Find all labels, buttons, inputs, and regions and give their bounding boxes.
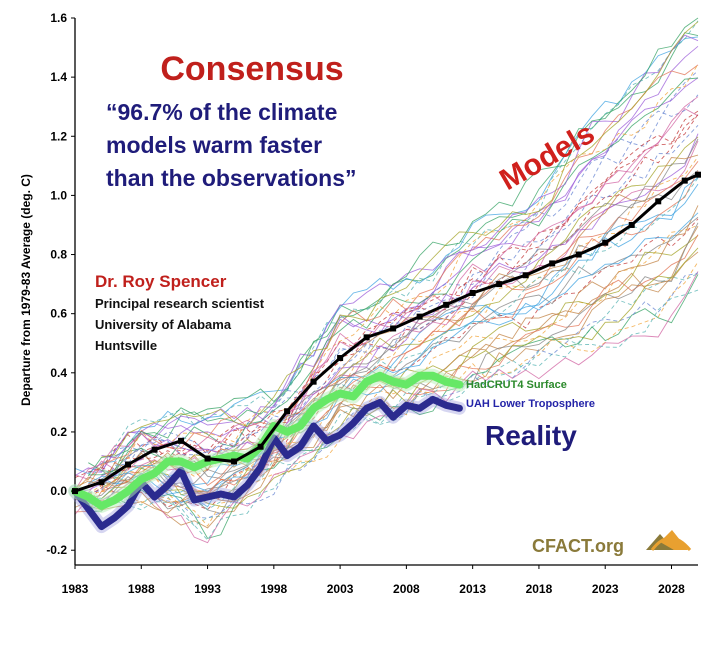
- y-tick-label: -0.2: [46, 543, 67, 557]
- model-run-line: [88, 124, 699, 494]
- model-run-line: [87, 218, 699, 511]
- y-tick-label: 1.4: [50, 70, 67, 84]
- x-tick-label: 2023: [592, 582, 619, 596]
- model-mean-point: [257, 443, 264, 450]
- affiliation-line-2: University of Alabama: [95, 317, 232, 332]
- ticks-group: -0.2 0.0 0.2 0.4 0.6 0.8 1.0 1.2 1.4 1.6 1983 1988 1…: [46, 11, 685, 596]
- model-run-line: [101, 170, 699, 494]
- y-tick-label: 1.2: [50, 129, 67, 143]
- model-run-line: [74, 114, 699, 479]
- x-tick-label: 1993: [194, 582, 221, 596]
- model-run-line: [101, 161, 699, 491]
- model-mean-point: [575, 251, 582, 258]
- x-tick-label: 2013: [459, 582, 486, 596]
- model-mean-point: [469, 289, 476, 296]
- model-mean-point: [602, 239, 609, 246]
- model-run-line: [101, 177, 699, 495]
- axes-group: [74, 18, 698, 566]
- model-mean-point: [204, 455, 211, 462]
- model-mean-point: [125, 461, 132, 468]
- model-mean-point: [416, 313, 423, 320]
- model-run-line: [88, 45, 699, 473]
- y-tick-label: 0.8: [50, 248, 67, 262]
- model-mean-point: [151, 446, 158, 453]
- model-run-line: [74, 289, 699, 541]
- x-tick-label: 2028: [658, 582, 685, 596]
- affiliation-line-1: Principal research scientist: [95, 296, 265, 311]
- model-run-line: [88, 77, 699, 473]
- model-mean-point: [284, 408, 291, 415]
- affiliation-line-3: Huntsville: [95, 338, 157, 353]
- model-mean-point: [628, 221, 635, 228]
- model-mean-point: [98, 479, 105, 486]
- model-mean-point: [363, 334, 370, 341]
- quote-line-1: “96.7% of the climate: [106, 99, 337, 125]
- model-mean-point: [522, 272, 529, 279]
- reality-annotation: Reality: [485, 420, 577, 451]
- y-tick-label: 1.6: [50, 11, 67, 25]
- chart-title: Consensus: [160, 50, 343, 88]
- y-tick-label: 0.2: [50, 425, 67, 439]
- series-group: [68, 171, 701, 534]
- x-tick-label: 1998: [260, 582, 287, 596]
- model-mean-point: [549, 260, 556, 267]
- model-run-line: [101, 177, 699, 510]
- model-run-line: [74, 77, 699, 476]
- model-run-line: [101, 21, 699, 458]
- model-run-line: [74, 133, 699, 493]
- x-tick-label: 2018: [526, 582, 553, 596]
- model-run-line: [74, 64, 699, 495]
- x-tick-label: 1988: [128, 582, 155, 596]
- y-tick-label: 0.0: [50, 484, 67, 498]
- model-run-line: [88, 169, 699, 499]
- y-axis-label: Departure from 1979-83 Average (deg. C): [19, 174, 33, 406]
- model-mean-point: [310, 378, 317, 385]
- model-run-line: [88, 272, 699, 519]
- model-mean-point: [655, 198, 662, 205]
- model-run-line: [101, 34, 699, 459]
- x-tick-label: 2008: [393, 582, 420, 596]
- x-tick-label: 1983: [62, 582, 89, 596]
- model-run-line: [88, 272, 699, 527]
- model-mean-point: [443, 301, 450, 308]
- quote-line-2: models warm faster: [106, 132, 322, 158]
- model-run-line: [74, 271, 699, 544]
- model-mean-point: [496, 281, 503, 288]
- hadcrut4-label: HadCRUT4 Surface: [466, 379, 567, 391]
- quote-line-3: than the observations”: [106, 165, 356, 191]
- y-tick-label: 0.6: [50, 307, 67, 321]
- y-tick-label: 0.4: [50, 366, 67, 380]
- author-name: Dr. Roy Spencer: [95, 272, 227, 291]
- model-mean-point: [681, 177, 688, 184]
- cfact-logo-icon: [646, 530, 692, 551]
- model-mean-point: [695, 171, 701, 178]
- cfact-logo-text: CFACT.org: [532, 536, 624, 556]
- model-run-line: [88, 216, 699, 495]
- model-run-line: [74, 63, 699, 490]
- model-mean-point: [337, 355, 344, 362]
- model-run-line: [88, 17, 699, 476]
- model-run-line: [88, 274, 699, 539]
- model-mean-point: [178, 437, 185, 444]
- y-tick-label: 1.0: [50, 188, 67, 202]
- model-mean-point: [231, 458, 238, 465]
- uah-label: UAH Lower Troposphere: [466, 398, 595, 410]
- model-run-line: [101, 110, 699, 474]
- model-run-line: [101, 94, 699, 476]
- x-tick-label: 2003: [327, 582, 354, 596]
- model-run-line: [74, 36, 699, 475]
- model-run-line: [87, 20, 699, 480]
- model-mean-point: [390, 325, 397, 332]
